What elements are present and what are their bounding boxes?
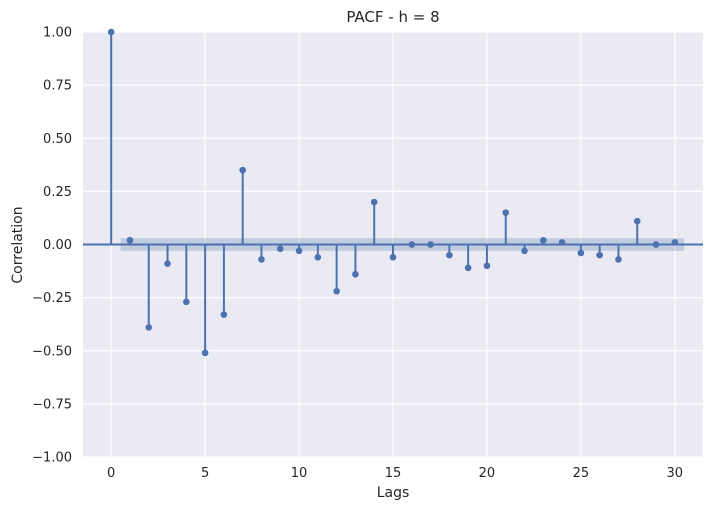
stem-marker-lag-4 — [183, 298, 190, 306]
stem-marker-lag-26 — [596, 251, 603, 259]
stem-marker-lag-20 — [483, 262, 491, 270]
stem-marker-lag-30 — [671, 239, 679, 246]
stem-marker-lag-25 — [577, 249, 585, 257]
stem-marker-lag-21 — [502, 209, 510, 216]
y-axis-label: Correlation — [10, 206, 26, 283]
stem-marker-lag-8 — [258, 256, 265, 263]
y-tick-label: 1.00 — [43, 26, 72, 41]
y-tick-label: 0.75 — [43, 79, 72, 94]
stem-marker-lag-10 — [295, 247, 303, 255]
x-tick-label: 25 — [573, 466, 590, 481]
stem-marker-lag-6 — [220, 311, 228, 318]
y-tick-labels: −1.00 −0.75 −0.50 −0.25 0.00 0.25 0.50 0.75 1.00 — [32, 26, 72, 466]
stem-marker-lag-12 — [333, 287, 340, 295]
x-tick-label: 5 — [201, 466, 209, 481]
x-tick-label: 15 — [385, 466, 402, 481]
y-tick-label: −0.25 — [32, 291, 72, 306]
y-tick-label: −0.75 — [32, 397, 72, 412]
stem-marker-lag-11 — [314, 253, 322, 261]
stem-marker-lag-7 — [239, 166, 246, 174]
stem-marker-lag-23 — [540, 236, 547, 244]
stem-marker-lag-19 — [464, 264, 472, 272]
stem-marker-lag-1 — [126, 236, 134, 244]
y-tick-label: 0.50 — [43, 132, 72, 147]
stem-marker-lag-3 — [164, 260, 171, 267]
x-axis-label: Lags — [377, 485, 410, 501]
stem-marker-lag-17 — [427, 241, 434, 248]
stem-marker-lag-16 — [408, 241, 416, 248]
x-tick-label: 20 — [479, 466, 496, 481]
x-tick-label: 10 — [291, 466, 308, 481]
y-tick-label: −0.50 — [32, 344, 72, 359]
y-tick-label: 0.00 — [43, 238, 72, 253]
chart-title: PACF - h = 8 — [346, 8, 439, 26]
stem-marker-lag-29 — [652, 241, 660, 248]
stem-marker-lag-14 — [370, 198, 378, 206]
y-tick-label: −1.00 — [32, 451, 72, 466]
stem-marker-lag-0 — [107, 28, 115, 36]
stem-marker-lag-9 — [276, 245, 284, 253]
stem-marker-lag-27 — [615, 256, 622, 263]
x-tick-labels: 0 5 10 15 20 25 30 — [107, 466, 683, 481]
stem-marker-lag-18 — [446, 251, 453, 259]
x-tick-label: 30 — [667, 466, 684, 481]
stem-marker-lag-24 — [558, 239, 566, 246]
grid-lines — [83, 31, 703, 458]
stem-marker-lag-15 — [389, 253, 397, 261]
stem-marker-lag-28 — [633, 217, 641, 225]
stem-marker-lag-22 — [521, 247, 528, 255]
stem-marker-lag-13 — [352, 270, 359, 278]
y-tick-label: 0.25 — [43, 185, 72, 200]
stem-series — [107, 28, 679, 357]
stem-marker-lag-2 — [145, 324, 153, 331]
stem-marker-lag-5 — [201, 349, 209, 357]
x-tick-label: 0 — [107, 466, 115, 481]
